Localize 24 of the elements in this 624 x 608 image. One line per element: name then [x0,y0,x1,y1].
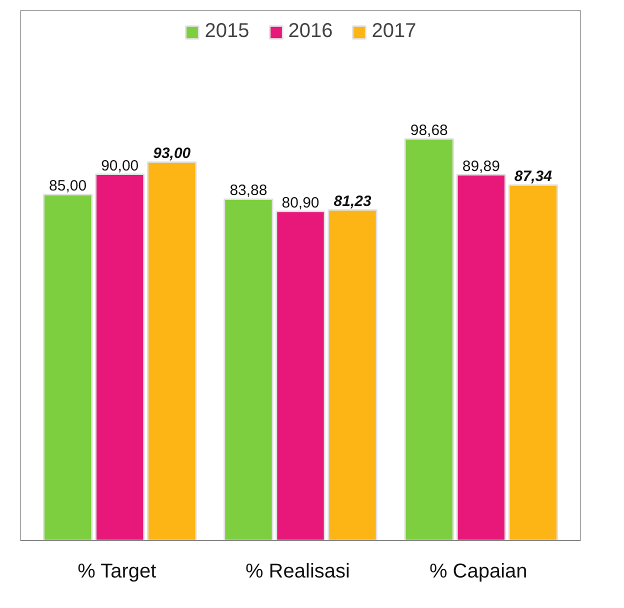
bar [95,174,145,540]
x-tick-label: % Target [78,560,157,582]
bar [42,194,93,540]
data-label: 90,00 [101,157,139,174]
bar [508,184,558,540]
bar [224,198,274,540]
data-label: 85,00 [49,178,87,195]
data-label: 89,89 [462,158,500,175]
bar [328,209,378,540]
legend-label: 2015 [204,20,250,43]
x-tick-label: % Capaian [429,560,528,582]
bar [147,161,197,540]
bar [404,138,454,540]
bar [276,210,326,540]
data-label: 93,00 [153,145,192,162]
bar [456,174,506,540]
data-label: 80,90 [282,194,320,212]
x-tick-label: % Realisasi [245,560,350,582]
data-label: 87,34 [514,168,553,186]
legend-label: 2016 [288,20,333,43]
data-label: 98,68 [410,122,448,139]
data-label: 81,23 [334,192,372,210]
legend-label: 2017 [372,20,416,43]
data-label: 83,88 [230,182,268,200]
